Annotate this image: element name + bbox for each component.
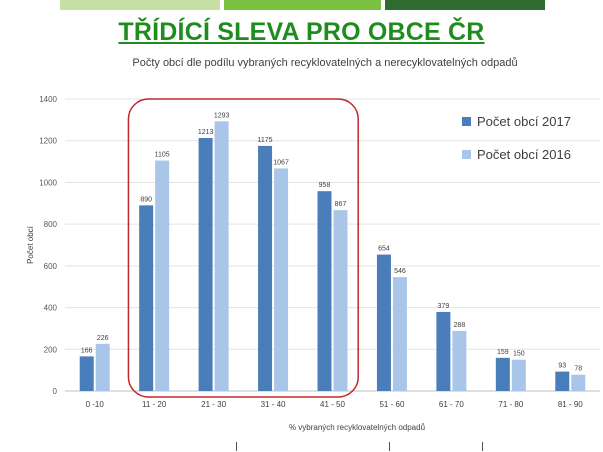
y-tick-label: 0: [53, 387, 58, 396]
bar-2016: [511, 359, 526, 391]
bar-2017: [317, 191, 332, 391]
y-tick-label: 400: [44, 304, 58, 313]
header-bar-dark-green: [385, 0, 545, 10]
data-label: 93: [558, 363, 566, 370]
x-tick-label: 81 - 90: [558, 400, 583, 409]
data-label: 890: [140, 196, 152, 203]
x-axis-label: % vybraných recyklovatelných odpadů: [289, 423, 425, 432]
x-tick-label: 51 - 60: [379, 400, 404, 409]
legend-swatch-2017: [462, 117, 471, 126]
data-label: 379: [438, 303, 450, 310]
bar-2016: [214, 121, 229, 392]
footer-tick-mark: [389, 442, 390, 451]
data-label: 958: [319, 182, 331, 189]
bar-2017: [79, 356, 94, 391]
y-axis-label: Počet obcí: [26, 225, 35, 264]
bar-2017: [436, 311, 451, 391]
bar-2016: [452, 330, 467, 391]
data-label: 226: [97, 335, 109, 342]
y-tick-label: 1400: [39, 95, 57, 104]
x-tick-label: 11 - 20: [142, 400, 167, 409]
x-tick-label: 41 - 50: [320, 400, 345, 409]
y-tick-label: 1000: [39, 178, 57, 187]
bar-2016: [392, 277, 407, 391]
x-tick-label: 31 - 40: [261, 400, 286, 409]
header-bar-light-green: [60, 0, 220, 10]
bar-2016: [571, 374, 586, 391]
data-label: 150: [513, 351, 525, 358]
highlight-frame: [127, 98, 359, 398]
data-label: 288: [454, 322, 466, 329]
data-label: 1175: [258, 137, 273, 144]
x-tick-label: 0 -10: [86, 400, 105, 409]
legend-swatch-2016: [462, 150, 471, 159]
chart-title: Počty obcí dle podílu vybraných recyklov…: [132, 57, 518, 69]
x-tick-label: 71 - 80: [498, 400, 523, 409]
x-tick-label: 21 - 30: [201, 400, 226, 409]
data-label: 1067: [273, 159, 289, 166]
legend-label: Počet obcí 2016: [477, 147, 571, 162]
bar-2017: [555, 371, 570, 391]
data-label: 1105: [155, 152, 170, 159]
data-label: 78: [574, 366, 582, 373]
bar-2017: [139, 205, 154, 391]
y-tick-label: 1200: [39, 137, 57, 146]
footer-tick-mark: [482, 442, 483, 451]
bar-2016: [155, 160, 170, 391]
bar-2017: [495, 357, 510, 391]
data-label: 1213: [198, 129, 214, 136]
bar-2017: [376, 254, 391, 391]
header-bar-mid-green: [224, 0, 381, 10]
data-label: 159: [497, 349, 509, 356]
slide-title: TŘÍDÍCÍ SLEVA PRO OBCE ČR: [118, 18, 485, 46]
bar-2017: [198, 138, 213, 391]
x-tick-label: 61 - 70: [439, 400, 464, 409]
data-label: 166: [81, 347, 93, 354]
legend-label: Počet obcí 2017: [477, 114, 571, 129]
y-tick-label: 200: [44, 345, 58, 354]
footer-tick-mark: [236, 442, 237, 451]
bar-2016: [274, 168, 289, 391]
y-tick-label: 600: [44, 262, 58, 271]
data-label: 654: [378, 246, 390, 253]
y-tick-label: 800: [44, 220, 58, 229]
data-label: 1293: [214, 112, 230, 119]
bar-2016: [95, 343, 110, 391]
data-label: 867: [335, 201, 347, 208]
bar-2017: [258, 145, 273, 391]
bar-2016: [333, 210, 348, 391]
data-label: 546: [394, 268, 406, 275]
